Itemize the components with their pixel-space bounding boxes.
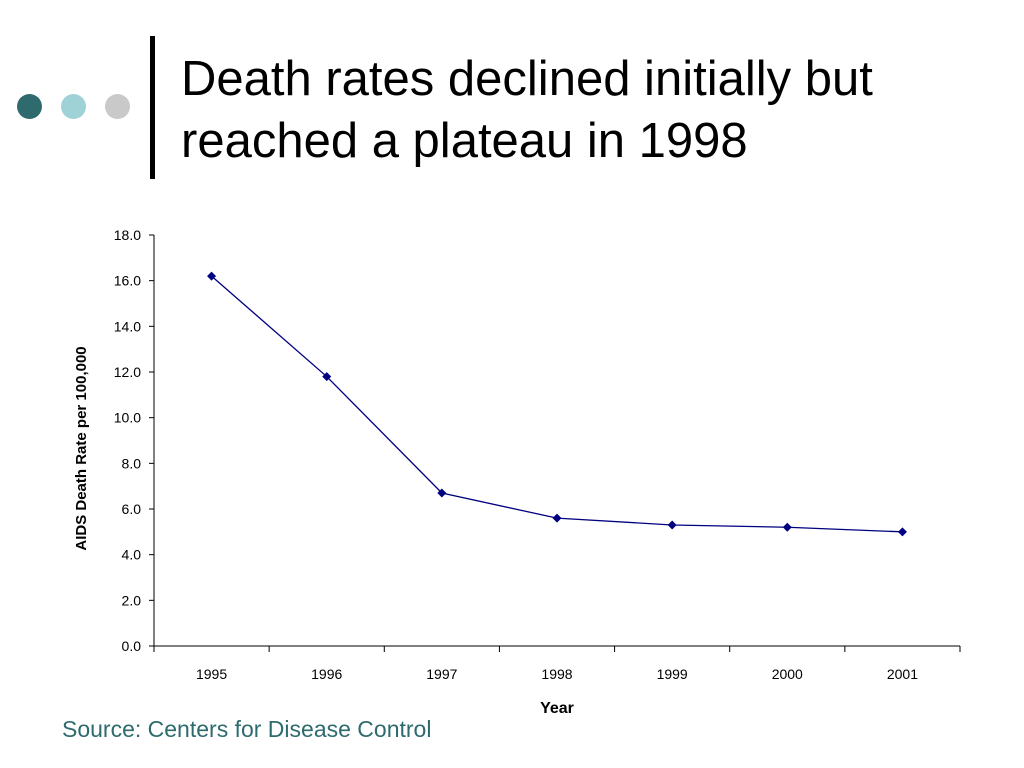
data-point-1999: [667, 520, 677, 530]
title-divider: [150, 36, 155, 179]
y-tick-label: 18.0: [114, 227, 141, 243]
y-tick-label: 16.0: [114, 273, 141, 289]
slide-title: Death rates declined initially but reach…: [181, 48, 1001, 172]
y-tick-label: 0.0: [122, 638, 142, 654]
x-tick-label: 1998: [541, 666, 572, 682]
x-axis-title: Year: [540, 700, 574, 717]
x-tick-label: 2000: [772, 666, 803, 682]
data-point-1998: [552, 513, 562, 523]
dot-gray-icon: [105, 94, 130, 119]
dot-light-icon: [61, 94, 86, 119]
dot-dark-icon: [17, 94, 42, 119]
y-tick-label: 6.0: [122, 501, 142, 517]
slide-title-line-2: reached a plateau in 1998: [181, 114, 748, 168]
x-tick-label: 1996: [311, 666, 342, 682]
y-tick-label: 8.0: [122, 455, 142, 471]
y-tick-label: 10.0: [114, 410, 141, 426]
source-note: Source: Centers for Disease Control: [62, 716, 432, 742]
data-point-1996: [322, 372, 332, 382]
slide-title-line-1: Death rates declined initially but: [181, 52, 873, 106]
x-tick-label: 1995: [196, 666, 227, 682]
data-point-1997: [437, 488, 447, 498]
y-tick-label: 4.0: [122, 547, 142, 563]
y-axis-title: AIDS Death Rate per 100,000: [73, 346, 90, 550]
x-tick-label: 1999: [657, 666, 688, 682]
data-point-2000: [782, 522, 792, 532]
decorative-dots: [17, 94, 137, 120]
series-line: [211, 275, 903, 533]
y-tick-label: 14.0: [114, 318, 141, 334]
x-tick-label: 1997: [426, 666, 457, 682]
y-tick-label: 12.0: [114, 364, 141, 380]
data-point-1995: [207, 271, 217, 281]
y-tick-label: 2.0: [122, 592, 142, 608]
data-point-2001: [897, 527, 907, 537]
x-tick-label: 2001: [887, 666, 918, 682]
